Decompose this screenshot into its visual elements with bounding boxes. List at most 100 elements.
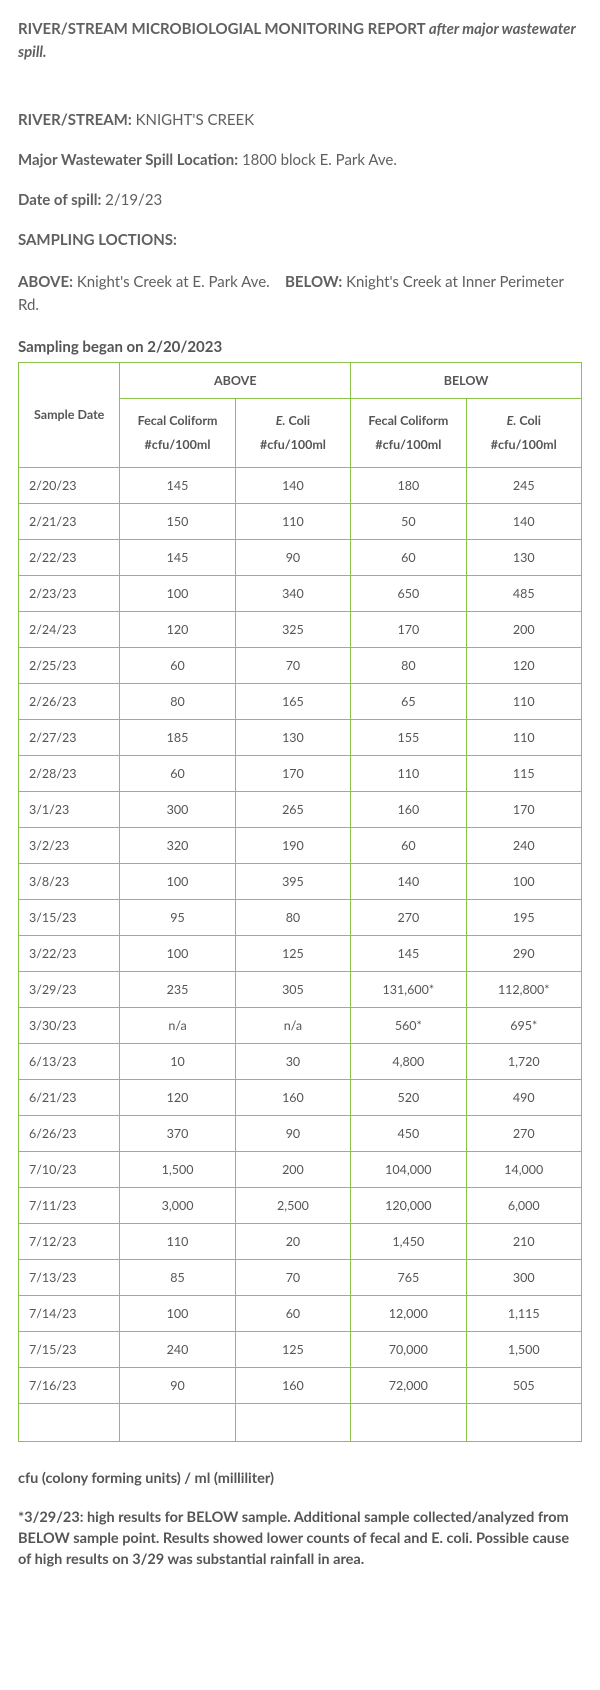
ecoli-ital: E.	[507, 413, 517, 428]
b-ecoli: 270	[466, 1115, 581, 1151]
date-cell: 7/11/23	[19, 1187, 120, 1223]
a-fecal: 185	[120, 719, 235, 755]
table-row: 7/12/23110201,450210	[19, 1223, 582, 1259]
a-fecal: 120	[120, 1079, 235, 1115]
river-label: RIVER/STREAM:	[18, 111, 132, 129]
table-row: 2/28/2360170110115	[19, 755, 582, 791]
unit-definition: cfu (colony forming units) / ml (millili…	[18, 1468, 582, 1489]
table-row: 2/25/23607080120	[19, 647, 582, 683]
river-value: KNIGHT'S CREEK	[136, 111, 255, 129]
ecoli-unit: #cfu/100ml	[491, 437, 557, 452]
below-label: BELOW:	[285, 273, 342, 291]
b-ecoli: 110	[466, 683, 581, 719]
a-fecal: 320	[120, 827, 235, 863]
a-fecal: 145	[120, 539, 235, 575]
b-fecal: 170	[351, 611, 466, 647]
table-row: 6/13/2310304,8001,720	[19, 1043, 582, 1079]
table-row: 3/29/23235305131,600*112,800*	[19, 971, 582, 1007]
b-ecoli: 6,000	[466, 1187, 581, 1223]
date-cell: 2/27/23	[19, 719, 120, 755]
a-ecoli: 90	[235, 1115, 350, 1151]
empty-cell	[120, 1403, 235, 1441]
fecal-unit: #cfu/100ml	[375, 437, 441, 452]
date-cell: 6/26/23	[19, 1115, 120, 1151]
b-fecal: 140	[351, 863, 466, 899]
table-row: 2/23/23100340650485	[19, 575, 582, 611]
date-cell: 3/29/23	[19, 971, 120, 1007]
date-cell: 7/16/23	[19, 1367, 120, 1403]
b-ecoli: 245	[466, 467, 581, 503]
table-row: 7/13/238570765300	[19, 1259, 582, 1295]
a-fecal: 235	[120, 971, 235, 1007]
b-ecoli: 112,800*	[466, 971, 581, 1007]
a-ecoli: 160	[235, 1367, 350, 1403]
col-above: ABOVE	[120, 363, 351, 399]
a-fecal: 85	[120, 1259, 235, 1295]
table-row: 7/15/2324012570,0001,500	[19, 1331, 582, 1367]
a-fecal: 1,500	[120, 1151, 235, 1187]
table-row: 2/21/2315011050140	[19, 503, 582, 539]
ecoli-rest: Coli	[285, 413, 310, 428]
b-fecal: 65	[351, 683, 466, 719]
sampling-locations-heading: SAMPLING LOCTIONS:	[18, 231, 582, 249]
date-cell: 3/1/23	[19, 791, 120, 827]
ecoli-rest: Coli	[516, 413, 541, 428]
b-fecal: 155	[351, 719, 466, 755]
a-ecoli: 170	[235, 755, 350, 791]
table-row: 3/1/23300265160170	[19, 791, 582, 827]
b-ecoli: 240	[466, 827, 581, 863]
a-fecal: 3,000	[120, 1187, 235, 1223]
b-fecal: 50	[351, 503, 466, 539]
b-fecal: 160	[351, 791, 466, 827]
a-ecoli: 190	[235, 827, 350, 863]
b-fecal: 4,800	[351, 1043, 466, 1079]
date-cell: 2/24/23	[19, 611, 120, 647]
date-cell: 2/23/23	[19, 575, 120, 611]
b-ecoli: 140	[466, 503, 581, 539]
a-ecoli: 325	[235, 611, 350, 647]
a-fecal: n/a	[120, 1007, 235, 1043]
col-sample-date: Sample Date	[19, 363, 120, 468]
empty-cell	[235, 1403, 350, 1441]
date-cell: 2/21/23	[19, 503, 120, 539]
date-cell: 3/2/23	[19, 827, 120, 863]
a-ecoli: 140	[235, 467, 350, 503]
a-fecal: 110	[120, 1223, 235, 1259]
b-fecal: 145	[351, 935, 466, 971]
a-ecoli: 2,500	[235, 1187, 350, 1223]
b-fecal: 12,000	[351, 1295, 466, 1331]
b-fecal: 270	[351, 899, 466, 935]
a-fecal: 60	[120, 755, 235, 791]
b-ecoli: 695*	[466, 1007, 581, 1043]
table-head-row-1: Sample Date ABOVE BELOW	[19, 363, 582, 399]
fecal-text: Fecal Coliform	[138, 413, 218, 428]
date-cell: 7/15/23	[19, 1331, 120, 1367]
a-fecal: 145	[120, 467, 235, 503]
col-above-fecal: Fecal Coliform #cfu/100ml	[120, 399, 235, 468]
a-fecal: 100	[120, 575, 235, 611]
date-cell: 2/28/23	[19, 755, 120, 791]
table-row: 3/15/239580270195	[19, 899, 582, 935]
b-ecoli: 300	[466, 1259, 581, 1295]
date-cell: 7/14/23	[19, 1295, 120, 1331]
date-cell: 2/22/23	[19, 539, 120, 575]
a-fecal: 95	[120, 899, 235, 935]
spill-loc-value: 1800 block E. Park Ave.	[242, 151, 397, 169]
a-ecoli: 30	[235, 1043, 350, 1079]
date-cell: 6/21/23	[19, 1079, 120, 1115]
b-fecal: 60	[351, 539, 466, 575]
table-row: 7/10/231,500200104,00014,000	[19, 1151, 582, 1187]
table-row: 2/22/231459060130	[19, 539, 582, 575]
report-title: RIVER/STREAM MICROBIOLOGIAL MONITORING R…	[18, 18, 582, 63]
above-label: ABOVE:	[18, 273, 73, 291]
ecoli-ital: E.	[276, 413, 286, 428]
table-row: 2/26/238016565110	[19, 683, 582, 719]
empty-cell	[466, 1403, 581, 1441]
b-ecoli: 195	[466, 899, 581, 935]
b-fecal: 120,000	[351, 1187, 466, 1223]
ecoli-unit: #cfu/100ml	[260, 437, 326, 452]
a-fecal: 150	[120, 503, 235, 539]
a-fecal: 100	[120, 1295, 235, 1331]
a-ecoli: 165	[235, 683, 350, 719]
b-ecoli: 120	[466, 647, 581, 683]
